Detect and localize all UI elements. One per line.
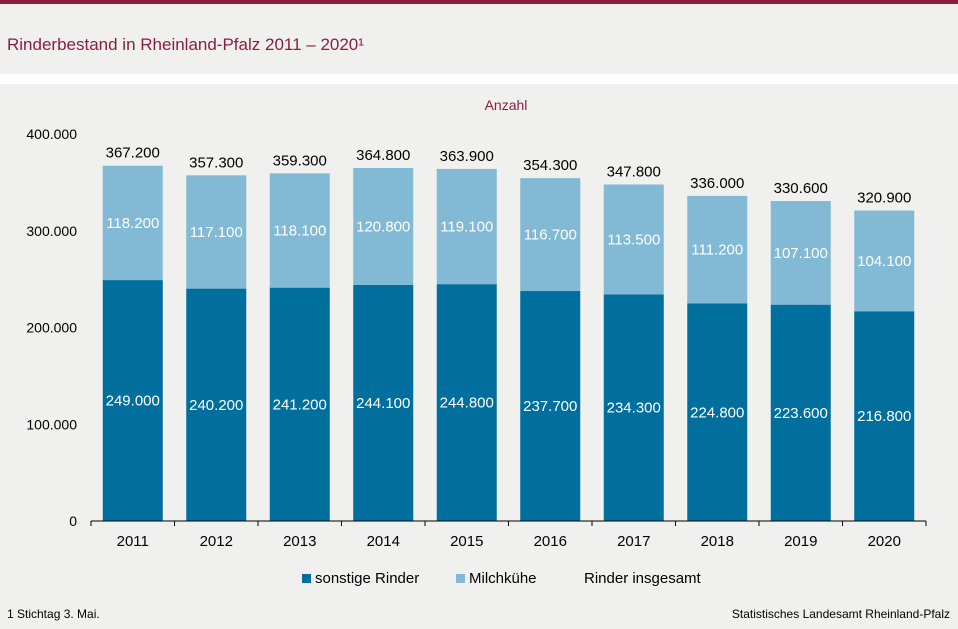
x-tick-label: 2020 — [868, 533, 901, 550]
x-tick-label: 2014 — [367, 533, 400, 550]
bar-segment-milchkuehe — [687, 195, 748, 304]
data-label-total: 367.200 — [106, 145, 160, 162]
data-label-milchkuehe: 107.100 — [774, 245, 828, 262]
bar-segment-milchkuehe — [770, 201, 831, 305]
bar-segment-sonstige-rinder — [687, 303, 748, 521]
data-label-total: 363.900 — [440, 148, 494, 165]
chart-title: Rinderbestand in Rheinland-Pfalz 2011 – … — [7, 35, 364, 54]
data-label-milchkuehe: 111.200 — [691, 242, 743, 259]
bar-segment-sonstige-rinder — [269, 287, 330, 521]
data-label-milchkuehe: 116.700 — [524, 227, 577, 244]
legend-item-milchkuehe: Milchkühe — [456, 570, 537, 587]
bar-segment-milchkuehe — [353, 167, 414, 285]
x-tick-label: 2018 — [701, 533, 734, 550]
bar-segment-milchkuehe — [186, 175, 247, 289]
data-label-total: 336.000 — [690, 175, 744, 192]
legend-label-rinder-insgesamt: Rinder insgesamt — [584, 570, 701, 587]
bar-segment-sonstige-rinder — [520, 291, 581, 521]
legend-swatch-sonstige-rinder — [302, 574, 311, 583]
y-tick-label: 200.000 — [26, 320, 77, 336]
bar-segment-milchkuehe — [520, 178, 581, 292]
data-label-sonstige-rinder: 249.000 — [106, 393, 160, 410]
legend-label-milchkuehe: Milchkühe — [469, 570, 537, 587]
bar-segment-sonstige-rinder — [770, 304, 831, 521]
data-label-milchkuehe: 119.100 — [440, 219, 493, 236]
data-label-sonstige-rinder: 216.800 — [857, 408, 911, 425]
data-label-milchkuehe: 120.800 — [356, 218, 410, 235]
data-label-sonstige-rinder: 237.700 — [523, 398, 577, 415]
data-label-total: 364.800 — [356, 147, 410, 164]
y-tick-label: 400.000 — [26, 126, 77, 142]
bar-segment-sonstige-rinder — [854, 311, 915, 521]
legend-label-sonstige-rinder: sonstige Rinder — [315, 570, 420, 587]
x-tick-label: 2017 — [617, 533, 650, 550]
unit-label: Anzahl — [485, 97, 528, 113]
bar-segment-sonstige-rinder — [353, 284, 414, 521]
data-label-milchkuehe: 118.100 — [273, 223, 326, 240]
legend-item-rinder-insgesamt: Rinder insgesamt — [584, 570, 701, 587]
x-tick-label: 2015 — [450, 533, 483, 550]
source-note: Statistisches Landesamt Rheinland-Pfalz — [731, 607, 950, 621]
stacked-bar-chart: Anzahl 0 100.000 200.000 300.000 400.000 249.0… — [26, 97, 927, 550]
x-tick-label: 2016 — [534, 533, 567, 550]
legend-item-sonstige-rinder: sonstige Rinder — [302, 570, 419, 587]
y-tick-label: 100.000 — [26, 416, 77, 432]
data-label-sonstige-rinder: 244.800 — [440, 395, 494, 412]
bar-segment-sonstige-rinder — [603, 294, 664, 521]
data-label-milchkuehe: 117.100 — [190, 224, 243, 241]
data-label-total: 347.800 — [607, 164, 661, 181]
section-divider — [0, 74, 958, 84]
bar-segment-sonstige-rinder — [102, 280, 163, 521]
legend: sonstige Rinder Milchkühe Rinder insgesa… — [0, 570, 958, 590]
bar-segment-milchkuehe — [603, 184, 664, 295]
data-label-total: 359.300 — [273, 152, 327, 169]
y-tick-label: 0 — [69, 513, 77, 529]
bar-segment-milchkuehe — [102, 165, 163, 281]
top-accent-rule — [0, 0, 958, 4]
data-label-sonstige-rinder: 224.800 — [690, 404, 744, 421]
bar-segment-sonstige-rinder — [186, 288, 247, 521]
bar-segment-milchkuehe — [436, 168, 497, 285]
bar-segment-milchkuehe — [269, 173, 330, 288]
data-label-sonstige-rinder: 223.600 — [774, 405, 828, 422]
data-label-total: 354.300 — [523, 157, 577, 174]
data-label-sonstige-rinder: 234.300 — [607, 400, 661, 417]
x-tick-label: 2019 — [784, 533, 817, 550]
data-label-milchkuehe: 113.500 — [607, 231, 660, 248]
chart-area: Anzahl 0 100.000 200.000 300.000 400.000 249.0… — [0, 84, 958, 629]
data-label-total: 330.600 — [774, 180, 828, 197]
title-bar: Rinderbestand in Rheinland-Pfalz 2011 – … — [0, 4, 958, 74]
data-label-total: 357.300 — [189, 154, 243, 171]
x-tick-label: 2011 — [117, 533, 149, 550]
x-tick-label: 2012 — [200, 533, 233, 550]
data-label-milchkuehe: 104.100 — [857, 253, 911, 270]
footnote: 1 Stichtag 3. Mai. — [7, 607, 100, 621]
legend-swatch-milchkuehe — [456, 574, 465, 583]
data-label-sonstige-rinder: 244.100 — [356, 395, 410, 412]
y-tick-label: 300.000 — [26, 223, 77, 239]
data-label-milchkuehe: 118.200 — [106, 215, 159, 232]
data-label-total: 320.900 — [857, 190, 911, 207]
bar-segment-sonstige-rinder — [436, 284, 497, 521]
x-tick-label: 2013 — [283, 533, 316, 550]
data-label-sonstige-rinder: 241.200 — [273, 396, 327, 413]
bar-segment-milchkuehe — [854, 210, 915, 312]
data-label-sonstige-rinder: 240.200 — [189, 397, 243, 414]
